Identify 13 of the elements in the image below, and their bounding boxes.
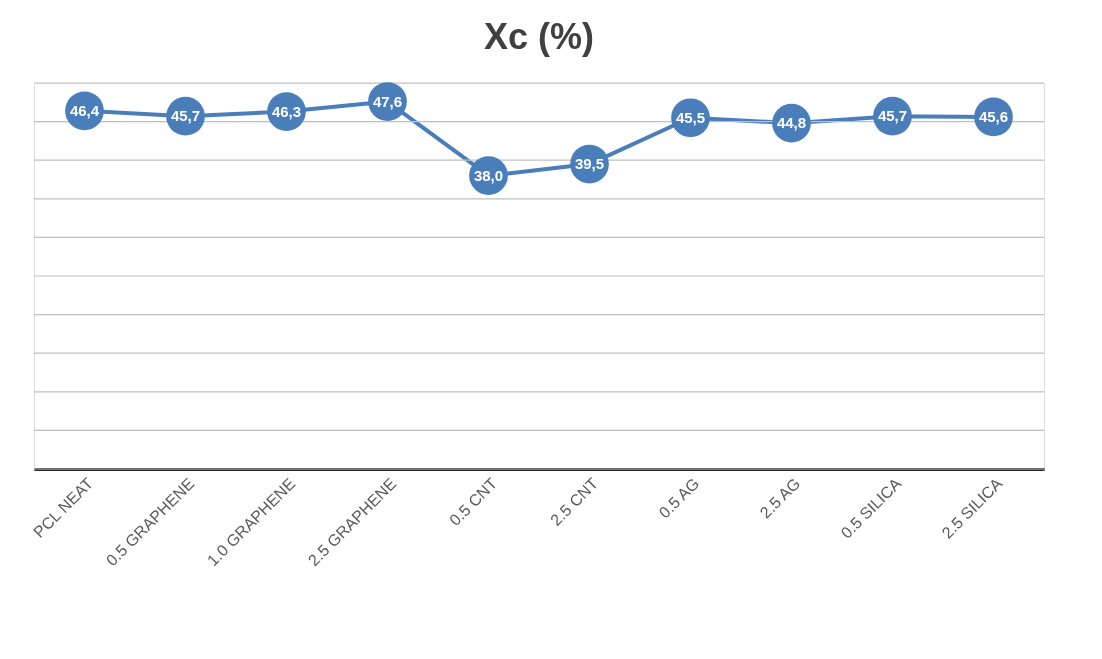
data-label: 47,6 — [372, 92, 403, 110]
chart-title: Xc (%) — [483, 16, 595, 58]
data-label: 45,7 — [877, 107, 908, 125]
data-label: 46,4 — [69, 101, 100, 119]
data-label: 45,6 — [978, 107, 1009, 125]
data-label: 45,7 — [170, 107, 201, 125]
x-tick-label: 0.5 AG — [655, 474, 703, 522]
data-label: 39,5 — [574, 155, 605, 173]
x-tick-label: 2.5 AG — [756, 474, 804, 522]
data-label: 45,5 — [675, 108, 706, 126]
data-label: 38,0 — [473, 166, 504, 184]
data-label: 46,3 — [271, 102, 302, 120]
data-label: 44,8 — [776, 114, 807, 132]
